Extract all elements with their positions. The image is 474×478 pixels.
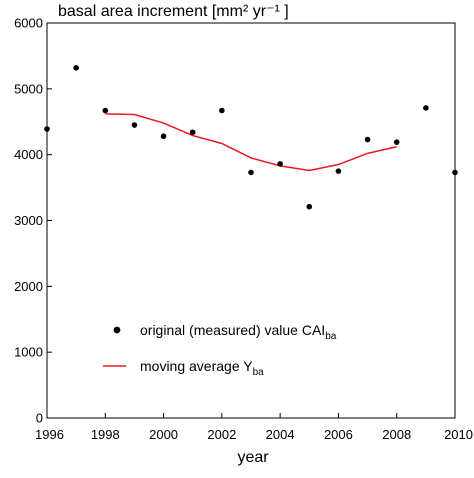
data-point (393, 139, 400, 145)
legend-label-measured: original (measured) value CAIba (140, 322, 337, 342)
y-tick-label: 1000 (14, 345, 43, 360)
chart-title: basal area increment [mm² yr⁻¹ ] (58, 3, 289, 20)
y-tick-label: 6000 (14, 16, 43, 31)
x-axis-title: year (237, 449, 269, 466)
x-tick-label: 1998 (91, 427, 120, 442)
y-tick-label: 2000 (14, 279, 43, 294)
data-point (248, 169, 254, 176)
data-point (423, 105, 429, 111)
data-point (335, 168, 342, 174)
data-point (44, 126, 50, 132)
data-point (73, 64, 79, 71)
y-axis-ticks: 0 1000 2000 3000 4000 5000 6000 (14, 16, 52, 426)
data-point (160, 133, 167, 140)
y-tick-label: 4000 (14, 147, 43, 162)
legend-label-moving-average-main: moving average Y (140, 358, 253, 374)
x-tick-label: 2008 (382, 427, 411, 442)
data-point (131, 122, 138, 128)
x-tick-label: 2000 (149, 427, 178, 442)
data-point (306, 203, 313, 210)
legend-label-measured-main: original (measured) value CAI (140, 322, 325, 338)
legend-label-measured-subscript: ba (325, 331, 337, 342)
moving-average-line (105, 113, 397, 172)
data-point (277, 161, 283, 167)
x-tick-label: 2010 (444, 427, 473, 442)
y-tick-label: 0 (36, 411, 43, 426)
y-tick-label: 3000 (14, 213, 43, 228)
legend-label-moving-average: moving average Yba (140, 358, 264, 378)
y-tick-label: 5000 (14, 81, 43, 96)
x-tick-label: 2004 (266, 427, 295, 442)
data-point (452, 169, 458, 176)
data-point (189, 129, 196, 136)
x-tick-label: 2006 (324, 427, 353, 442)
measured-points-series (44, 64, 458, 210)
legend-marker-measured (113, 326, 121, 334)
data-point (364, 136, 371, 143)
legend: original (measured) value CAIba moving a… (103, 322, 337, 378)
x-axis-ticks: 1996 1998 2000 2002 2004 2006 2008 2010 (35, 413, 473, 442)
data-point (219, 107, 225, 114)
legend-label-moving-average-subscript: ba (253, 367, 265, 378)
data-point (102, 107, 109, 114)
moving-average-series (105, 113, 397, 172)
x-tick-label: 2002 (207, 427, 236, 442)
x-tick-label: 1996 (35, 427, 64, 442)
